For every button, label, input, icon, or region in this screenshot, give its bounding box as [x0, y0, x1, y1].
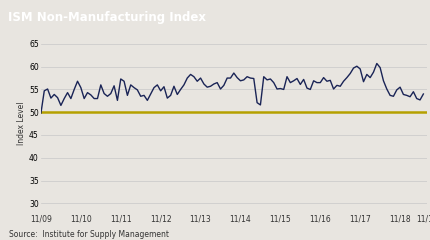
- Y-axis label: Index Level: Index Level: [17, 102, 26, 145]
- Text: ISM Non-Manufacturing Index: ISM Non-Manufacturing Index: [8, 11, 205, 24]
- Text: Source:  Institute for Supply Management: Source: Institute for Supply Management: [9, 230, 168, 239]
